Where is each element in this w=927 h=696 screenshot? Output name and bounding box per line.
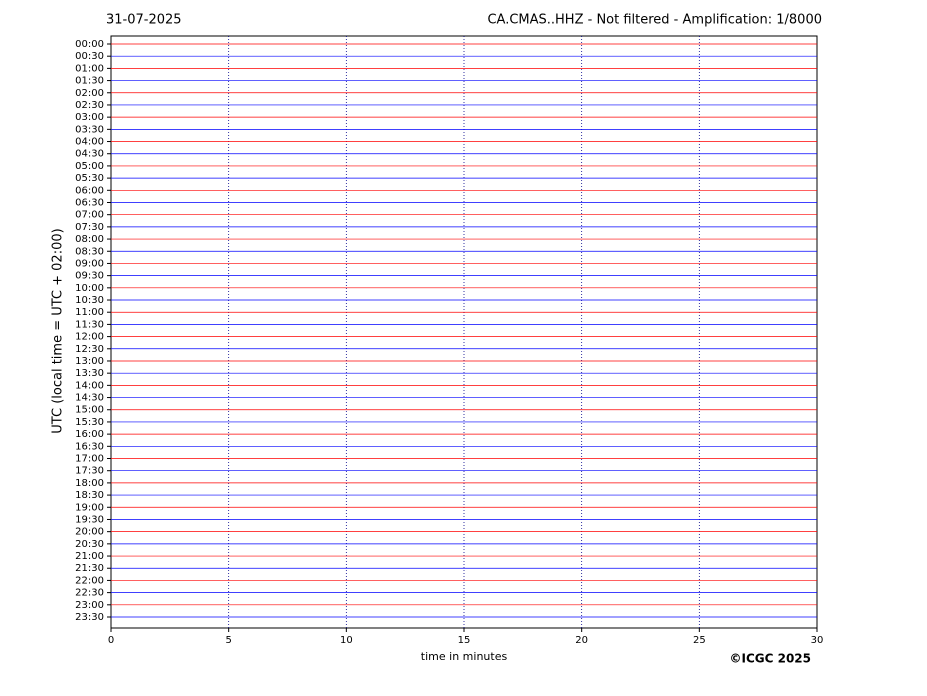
x-tick-label: 30 — [811, 635, 824, 646]
y-tick-label: 23:30 — [75, 612, 104, 623]
y-tick-label: 01:00 — [75, 63, 104, 74]
y-tick-label: 21:30 — [75, 563, 104, 574]
x-tick-label: 20 — [575, 635, 588, 646]
y-tick-label: 19:30 — [75, 514, 104, 525]
y-tick-label: 08:00 — [75, 234, 104, 245]
y-tick-label: 11:00 — [75, 307, 104, 318]
y-tick-label: 07:00 — [75, 210, 104, 221]
y-tick-label: 05:30 — [75, 173, 104, 184]
y-tick-label: 01:30 — [75, 76, 104, 87]
y-tick-label: 16:30 — [75, 441, 104, 452]
y-tick-label: 03:30 — [75, 124, 104, 135]
y-tick-label: 02:30 — [75, 100, 104, 111]
y-tick-label: 20:30 — [75, 539, 104, 550]
chart-date: 31-07-2025 — [106, 13, 182, 28]
x-tick-label: 25 — [693, 635, 706, 646]
y-tick-label: 18:00 — [75, 478, 104, 489]
y-tick-label: 07:30 — [75, 222, 104, 233]
y-tick-label: 13:00 — [75, 356, 104, 367]
y-tick-label: 09:30 — [75, 271, 104, 282]
y-tick-label: 10:00 — [75, 283, 104, 294]
y-tick-label: 20:00 — [75, 527, 104, 538]
copyright: ©ICGC 2025 — [729, 652, 811, 666]
y-tick-label: 04:30 — [75, 149, 104, 160]
y-tick-label: 13:30 — [75, 368, 104, 379]
y-tick-label: 21:00 — [75, 551, 104, 562]
x-tick-label: 0 — [108, 635, 114, 646]
y-tick-label: 22:30 — [75, 588, 104, 599]
chart-title: CA.CMAS..HHZ - Not filtered - Amplificat… — [487, 13, 822, 28]
y-axis-label: UTC (local time = UTC + 02:00) — [51, 228, 66, 433]
x-tick-label: 5 — [225, 635, 231, 646]
y-tick-label: 10:30 — [75, 295, 104, 306]
y-tick-label: 06:00 — [75, 185, 104, 196]
y-tick-label: 15:00 — [75, 405, 104, 416]
y-tick-label: 16:00 — [75, 429, 104, 440]
y-tick-label: 18:30 — [75, 490, 104, 501]
y-tick-label: 00:00 — [75, 39, 104, 50]
y-tick-label: 11:30 — [75, 319, 104, 330]
y-tick-label: 15:30 — [75, 417, 104, 428]
y-tick-label: 22:00 — [75, 575, 104, 586]
y-tick-label: 23:00 — [75, 600, 104, 611]
y-tick-label: 14:30 — [75, 393, 104, 404]
y-tick-label: 03:00 — [75, 112, 104, 123]
y-tick-label: 05:00 — [75, 161, 104, 172]
y-tick-label: 06:30 — [75, 197, 104, 208]
y-tick-label: 14:00 — [75, 380, 104, 391]
y-tick-label: 12:00 — [75, 332, 104, 343]
x-tick-label: 10 — [340, 635, 353, 646]
y-tick-label: 17:30 — [75, 466, 104, 477]
y-tick-label: 00:30 — [75, 51, 104, 62]
y-tick-label: 09:00 — [75, 258, 104, 269]
y-tick-label: 02:00 — [75, 88, 104, 99]
y-tick-label: 12:30 — [75, 344, 104, 355]
y-tick-label: 04:00 — [75, 137, 104, 148]
y-tick-label: 19:00 — [75, 502, 104, 513]
x-tick-label: 15 — [458, 635, 471, 646]
plot-frame — [110, 35, 818, 629]
y-tick-label: 17:00 — [75, 454, 104, 465]
x-axis-label: time in minutes — [421, 650, 508, 663]
y-tick-label: 08:30 — [75, 246, 104, 257]
